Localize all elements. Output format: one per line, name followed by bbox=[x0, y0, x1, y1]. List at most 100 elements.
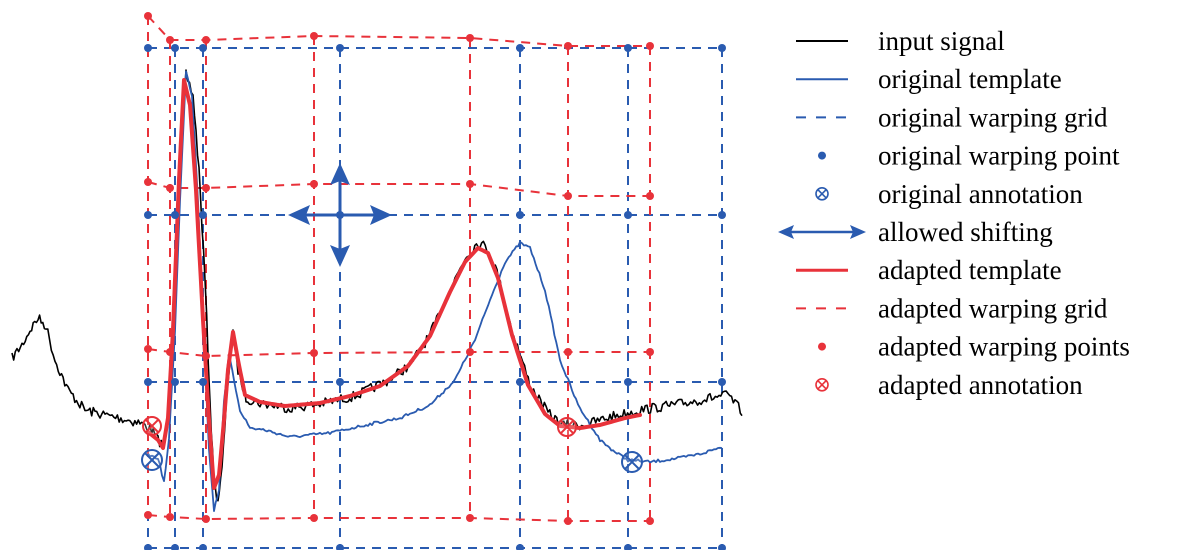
adapted-warping-point bbox=[310, 180, 318, 188]
signals bbox=[11, 69, 743, 513]
annotations bbox=[141, 416, 643, 473]
original-warping-point bbox=[144, 44, 152, 52]
original-warping-point bbox=[516, 378, 524, 386]
adapted-warping-point bbox=[564, 42, 572, 50]
original-warping-point bbox=[171, 378, 179, 386]
legend-dot-swatch bbox=[818, 342, 826, 351]
adapted-warping-point bbox=[202, 352, 210, 360]
original-warping-point bbox=[171, 44, 179, 52]
original-template-line bbox=[147, 70, 723, 513]
legend-item: adapted template bbox=[796, 255, 1062, 285]
original-warping-point bbox=[336, 544, 344, 550]
arrowhead-up bbox=[330, 163, 350, 185]
legend-item: allowed shifting bbox=[778, 217, 1053, 247]
legend-label: adapted warping grid bbox=[878, 293, 1108, 323]
legend-item: original annotation bbox=[815, 179, 1083, 209]
legend-label: original template bbox=[878, 64, 1062, 94]
legend-label: adapted warping points bbox=[878, 332, 1130, 362]
adapted-grid-hline bbox=[147, 348, 650, 358]
original-annotation-start bbox=[141, 449, 163, 471]
allowed-shifting-arrows bbox=[288, 163, 392, 267]
adapted-warping-point bbox=[166, 513, 174, 521]
original-warping-point bbox=[199, 378, 207, 386]
adapted-grid-hline bbox=[147, 15, 650, 47]
original-warping-point bbox=[144, 544, 152, 550]
legend-circled-x-swatch bbox=[815, 187, 829, 201]
adapted-annotation-start bbox=[142, 416, 162, 436]
adapted-warping-points bbox=[144, 12, 654, 525]
legend-label: input signal bbox=[878, 26, 1005, 56]
legend-label: original annotation bbox=[878, 179, 1083, 209]
adapted-warping-point bbox=[310, 349, 318, 357]
legend-label: adapted template bbox=[878, 255, 1062, 285]
original-warping-point bbox=[718, 544, 726, 550]
legend-item: original warping point bbox=[818, 141, 1120, 171]
legend-item: adapted annotation bbox=[815, 370, 1083, 400]
legend: input signal original template original wa… bbox=[778, 26, 1130, 400]
original-warping-points bbox=[144, 44, 726, 550]
original-warping-point bbox=[199, 544, 207, 550]
original-warping-point bbox=[516, 544, 524, 550]
adapted-warping-point bbox=[466, 180, 474, 188]
original-warping-point bbox=[516, 44, 524, 52]
adapted-warping-point bbox=[564, 192, 572, 200]
original-warping-point bbox=[624, 211, 632, 219]
adapted-grid-hline bbox=[147, 514, 650, 522]
adapted-warping-point bbox=[202, 184, 210, 192]
adapted-warping-point bbox=[466, 34, 474, 42]
legend-item: input signal bbox=[796, 26, 1005, 56]
adapted-warping-point bbox=[144, 345, 152, 353]
original-warping-point bbox=[516, 211, 524, 219]
adapted-warping-point bbox=[202, 515, 210, 523]
legend-item: adapted warping points bbox=[818, 332, 1130, 362]
original-warping-point bbox=[718, 211, 726, 219]
adapted-warping-point bbox=[564, 517, 572, 525]
adapted-warping-point bbox=[646, 517, 654, 525]
adapted-warping-point bbox=[466, 514, 474, 522]
adapted-warping-point bbox=[144, 178, 152, 186]
original-warping-point bbox=[171, 211, 179, 219]
adapted-warping-point bbox=[144, 511, 152, 519]
legend-label: allowed shifting bbox=[878, 217, 1053, 247]
original-warping-point bbox=[624, 44, 632, 52]
legend-label: original warping point bbox=[878, 141, 1120, 171]
legend-label: adapted annotation bbox=[878, 370, 1083, 400]
adapted-warping-point bbox=[466, 348, 474, 356]
original-warping-point bbox=[718, 378, 726, 386]
adapted-template-line bbox=[146, 78, 642, 490]
legend-circled-x-swatch bbox=[815, 377, 829, 392]
original-warping-point bbox=[199, 211, 207, 219]
adapted-warping-point bbox=[310, 514, 318, 522]
original-warping-grid bbox=[147, 47, 723, 549]
original-warping-point bbox=[336, 378, 344, 386]
adapted-warping-point bbox=[564, 348, 572, 356]
arrowhead-down bbox=[330, 245, 350, 267]
adapted-warping-point bbox=[646, 42, 654, 50]
legend-item: original template bbox=[796, 64, 1062, 94]
legend-item: adapted warping grid bbox=[796, 293, 1108, 323]
legend-item: original warping grid bbox=[796, 102, 1108, 132]
arrowhead-left bbox=[288, 205, 310, 225]
original-warping-point bbox=[171, 544, 179, 550]
original-warping-point bbox=[336, 44, 344, 52]
legend-dot-swatch bbox=[818, 151, 826, 160]
adapted-warping-point bbox=[166, 184, 174, 192]
original-warping-point bbox=[624, 544, 632, 550]
original-warping-point bbox=[199, 44, 207, 52]
arrowhead-right bbox=[370, 205, 392, 225]
adapted-grid-hline bbox=[147, 181, 650, 197]
adapted-warping-point bbox=[646, 192, 654, 200]
input-signal-line bbox=[11, 69, 743, 502]
original-warping-point bbox=[144, 378, 152, 386]
adapted-annotation-end bbox=[557, 417, 577, 437]
original-annotation-end bbox=[621, 451, 643, 473]
original-warping-point bbox=[144, 211, 152, 219]
legend-label: original warping grid bbox=[878, 102, 1108, 132]
adapted-warping-point bbox=[646, 348, 654, 356]
adapted-warping-point bbox=[310, 32, 318, 40]
original-warping-point bbox=[718, 44, 726, 52]
adapted-warping-point bbox=[166, 36, 174, 44]
adapted-warping-point bbox=[202, 36, 210, 44]
original-warping-point bbox=[624, 378, 632, 386]
